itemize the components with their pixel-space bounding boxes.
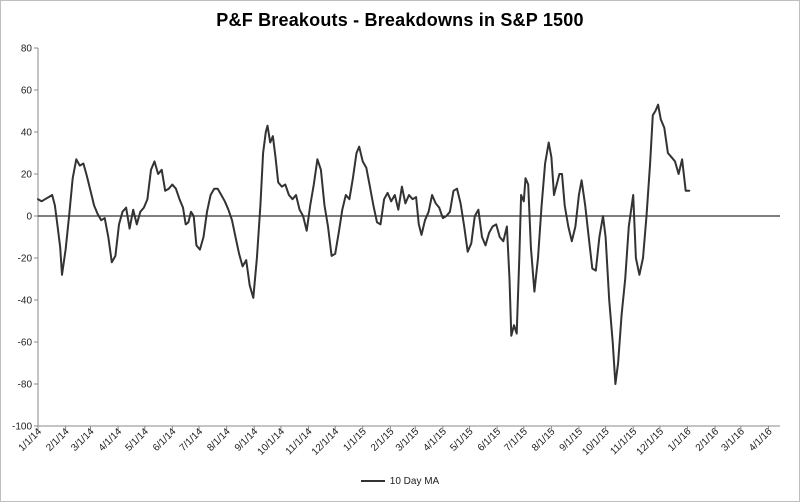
x-tick-label: 4/1/15	[421, 426, 449, 454]
x-tick-label: 10/1/15	[580, 426, 612, 458]
y-tick-label: 0	[26, 212, 32, 223]
x-tick-label: 6/1/14	[151, 426, 179, 454]
x-tick-label: 11/1/15	[608, 426, 639, 457]
series-line-0	[37, 103, 691, 385]
x-tick-label: 2/1/15	[369, 426, 397, 454]
x-tick-label: 5/1/15	[448, 426, 476, 454]
x-tick-label: 10/1/14	[256, 426, 288, 458]
legend-swatch	[360, 480, 385, 483]
x-tick-label: 3/1/15	[394, 426, 422, 454]
x-tick-label: 4/1/16	[747, 426, 775, 454]
y-tick-label: -40	[18, 296, 33, 307]
y-tick-label: 80	[21, 44, 33, 55]
y-tick-label: 60	[21, 86, 33, 97]
x-tick-label: 5/1/14	[123, 426, 151, 454]
y-tick-label: -20	[18, 254, 33, 265]
legend-label: 10 Day MA	[389, 476, 440, 487]
y-tick-label: -80	[18, 380, 33, 391]
chart-title: P&F Breakouts - Breakdowns in S&P 1500	[216, 10, 584, 30]
x-tick-label: 2/1/14	[44, 426, 72, 454]
x-tick-label: 1/1/15	[341, 426, 369, 454]
x-tick-label: 2/1/16	[694, 426, 722, 454]
x-tick-label: 8/1/15	[530, 426, 558, 454]
x-tick-label: 7/1/15	[502, 426, 530, 454]
series-layer	[37, 103, 691, 385]
y-tick-label: 20	[21, 170, 33, 181]
x-tick-label: 1/1/16	[666, 426, 694, 454]
x-tick-label: 3/1/14	[69, 426, 97, 454]
legend: 10 Day MA	[0, 476, 800, 487]
x-tick-label: 6/1/15	[476, 426, 504, 454]
x-tick-label: 11/1/14	[284, 426, 315, 457]
x-tick-label: 12/1/14	[310, 426, 342, 458]
x-tick-label: 8/1/14	[205, 426, 233, 454]
x-tick-label: 4/1/14	[97, 426, 125, 454]
y-tick-label: 40	[21, 128, 33, 139]
y-tick-label: -100	[12, 422, 32, 433]
x-tick-label: 12/1/15	[635, 426, 667, 458]
x-tick-label: 7/1/14	[178, 426, 206, 454]
x-tick-label: 3/1/16	[720, 426, 748, 454]
y-tick-label: -60	[18, 338, 33, 349]
